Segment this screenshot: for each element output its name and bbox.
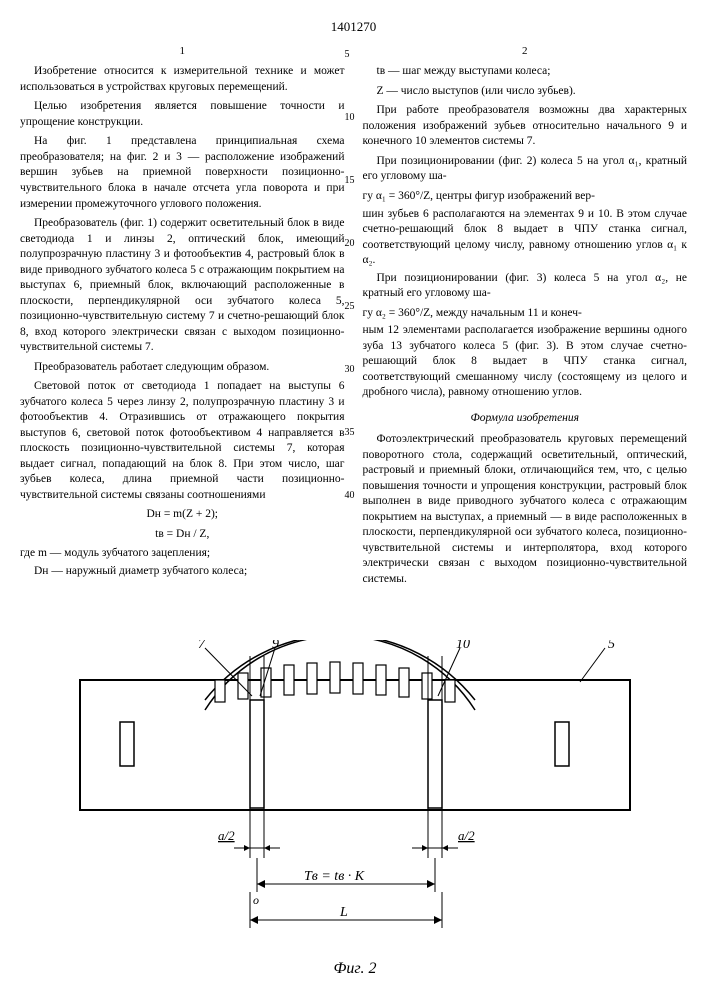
column-2: 2 tв — шаг между выступами колеса; Z — ч… bbox=[363, 44, 688, 592]
figure-label: Фиг. 2 bbox=[334, 958, 377, 980]
patent-number: 1401270 bbox=[20, 18, 687, 36]
figure-2: 7 9 10 5 a/2 a/2 bbox=[60, 640, 650, 980]
dim-T: Tв = tв · K bbox=[257, 858, 435, 892]
c1-p4: Преобразователь (фиг. 1) содержит освети… bbox=[20, 216, 345, 356]
c2-p5a: При позиционировании (фиг. 3) колеса 5 н… bbox=[363, 271, 688, 302]
callout-5: 5 bbox=[608, 640, 615, 652]
ln-15: 15 bbox=[345, 174, 355, 186]
origin-o: o bbox=[253, 893, 259, 907]
ln-10: 10 bbox=[345, 111, 355, 123]
c1-p8: Dн — наружный диаметр зубчатого колеса; bbox=[20, 564, 345, 580]
c2-p4b: шин зубьев 6 располагаются на элементах … bbox=[363, 207, 688, 269]
dim-a2l-label: a/2 bbox=[218, 828, 235, 843]
c2-eq2: гу α₂ = 360°/Z, между начальным 11 и кон… bbox=[363, 306, 688, 322]
c1-p1: Изобретение относится к измерительной те… bbox=[20, 64, 345, 95]
ln-30: 30 bbox=[345, 363, 355, 375]
dim-a2-left: a/2 bbox=[218, 828, 280, 858]
callout-9: 9 bbox=[272, 640, 279, 652]
claim-body: Фотоэлектрический преобразователь кругов… bbox=[363, 432, 688, 587]
ln-5: 5 bbox=[345, 48, 355, 60]
figure-2-svg: 7 9 10 5 a/2 a/2 bbox=[60, 640, 650, 960]
c2-eq1: гу α₁ = 360°/Z, центры фигур изображений… bbox=[363, 189, 688, 205]
ln-35: 35 bbox=[345, 426, 355, 438]
c1-eq1: Dн = m(Z + 2); bbox=[20, 507, 345, 523]
c1-p5: Преобразователь работает следующим образ… bbox=[20, 360, 345, 376]
c2-p1: tв — шаг между выступами колеса; bbox=[363, 64, 688, 80]
c2-p4a: При позиционировании (фиг. 2) колеса 5 н… bbox=[363, 154, 688, 185]
c2-p3: При работе преобразователя возможны два … bbox=[363, 103, 688, 150]
dim-a2-right: a/2 bbox=[412, 828, 475, 858]
col2-number: 2 bbox=[363, 44, 688, 59]
c2-p5b: ным 12 элементами располагается изображе… bbox=[363, 323, 688, 401]
col1-number: 1 bbox=[20, 44, 345, 59]
column-1: 1 Изобретение относится к измерительной … bbox=[20, 44, 345, 592]
c2-p2: Z — число выступов (или число зубьев). bbox=[363, 84, 688, 100]
plate-rect bbox=[80, 680, 630, 810]
callout-7: 7 bbox=[198, 640, 206, 652]
dim-L: L o bbox=[250, 892, 442, 928]
callout-10: 10 bbox=[456, 640, 470, 652]
claim-title: Формула изобретения bbox=[363, 411, 688, 427]
c1-p7: где m — модуль зубчатого зацепления; bbox=[20, 546, 345, 562]
c1-p3: На фиг. 1 представлена принципиальная сх… bbox=[20, 134, 345, 212]
ln-25: 25 bbox=[345, 300, 355, 312]
dim-a2r-label: a/2 bbox=[458, 828, 475, 843]
c1-p2: Целью изобретения является повышение точ… bbox=[20, 99, 345, 130]
dim-T-label: Tв = tв · K bbox=[304, 869, 365, 884]
ln-20: 20 bbox=[345, 237, 355, 249]
ln-40: 40 bbox=[345, 489, 355, 501]
c1-p6: Световой поток от светодиода 1 попадает … bbox=[20, 379, 345, 503]
c1-eq2: tв = Dн / Z, bbox=[20, 527, 345, 543]
line-numbers: 5 10 15 20 25 30 35 40 bbox=[345, 48, 355, 501]
dim-L-label: L bbox=[339, 905, 348, 920]
